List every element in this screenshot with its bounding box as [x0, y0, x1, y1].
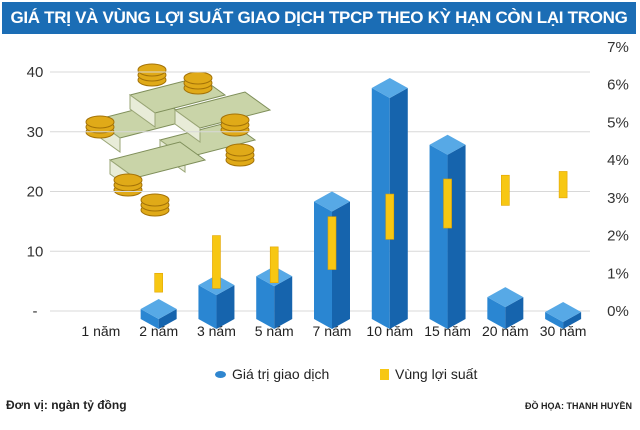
category-label: 5 năm [255, 323, 294, 339]
bar-left-face [256, 276, 275, 329]
yield-range-bar [269, 246, 279, 284]
bar-top-face [140, 299, 177, 320]
yield-range-bar [385, 193, 395, 240]
bar-top-face [314, 191, 350, 212]
graphic-credit: ĐỒ HỌA: THANH HUYỀN [525, 401, 632, 411]
right-axis-tick: 3% [607, 190, 629, 207]
bar-left-face [545, 312, 564, 329]
right-axis-tick: 1% [607, 265, 629, 282]
banknote-stack-side [174, 109, 201, 143]
bar-left-face [314, 201, 332, 329]
gold-coin-icon [137, 63, 167, 77]
left-axis-tick: 30 [27, 124, 44, 141]
right-axis-tick: 0% [607, 303, 629, 320]
gold-coin-icon [183, 71, 213, 85]
legend-swatch-blue [215, 370, 226, 378]
legend-item-yield: Vùng lợi suất [380, 366, 477, 382]
right-axis-tick: 5% [607, 114, 629, 131]
legend-swatch-yellow [380, 368, 389, 380]
right-axis-tick: 4% [607, 152, 629, 169]
bar-left-face [371, 87, 390, 329]
category-label: 30 năm [540, 323, 587, 339]
bar-right-face [274, 276, 293, 329]
yield-range-bar [154, 272, 163, 293]
bar-right-face [389, 87, 408, 329]
unit-note: Đơn vị: ngàn tỷ đồng [6, 398, 127, 412]
bar-left-face [429, 144, 448, 329]
legend-label-yield: Vùng lợi suất [395, 366, 478, 382]
chart-title: GIÁ TRỊ VÀ VÙNG LỢI SUẤT GIAO DỊCH TPCP … [2, 2, 636, 59]
left-axis-tick: - [33, 303, 38, 320]
bar-right-face [447, 144, 466, 329]
bar-top-face [429, 134, 466, 155]
right-axis-tick: 2% [607, 228, 629, 245]
right-axis-tick: 7% [607, 39, 629, 56]
yield-range-bar [327, 216, 337, 270]
bar-left-face [140, 309, 159, 329]
bar-right-face [216, 285, 235, 329]
gold-coin-icon [140, 193, 170, 207]
bar-right-face [158, 309, 177, 329]
yield-range-bar [443, 178, 452, 229]
left-axis-tick: 10 [27, 243, 44, 260]
bar-top-face [487, 287, 524, 308]
left-axis-tick: 20 [27, 184, 44, 201]
category-label: 15 năm [424, 323, 471, 339]
bar-left-face [487, 297, 506, 329]
category-label: 20 năm [482, 323, 529, 339]
bar-right-face [332, 201, 350, 329]
category-label: 2 năm [139, 323, 178, 339]
left-axis-tick: 40 [27, 64, 44, 81]
gold-coin-icon [225, 143, 255, 157]
money-illustration [85, 63, 272, 217]
category-label: 3 năm [197, 323, 236, 339]
bar-right-face [563, 312, 582, 329]
bar-right-face [505, 297, 524, 329]
yield-range-bar [212, 235, 221, 289]
legend-item-value: Giá trị giao dịch [215, 366, 329, 382]
yield-range-bar [558, 171, 568, 199]
gold-coin-icon [220, 113, 250, 127]
category-label: 1 năm [81, 323, 120, 339]
legend-label-value: Giá trị giao dịch [232, 366, 330, 382]
bar-top-face [545, 302, 582, 323]
category-label: 7 năm [313, 323, 352, 339]
bar-left-face [198, 285, 217, 329]
right-axis-tick: 6% [607, 77, 629, 94]
gold-coin-icon [113, 173, 143, 187]
banknote-stack-side [129, 94, 156, 128]
yield-range-bar [501, 174, 510, 206]
gold-coin-icon [85, 115, 115, 129]
category-label: 10 năm [366, 323, 413, 339]
bar-top-face [371, 77, 408, 98]
